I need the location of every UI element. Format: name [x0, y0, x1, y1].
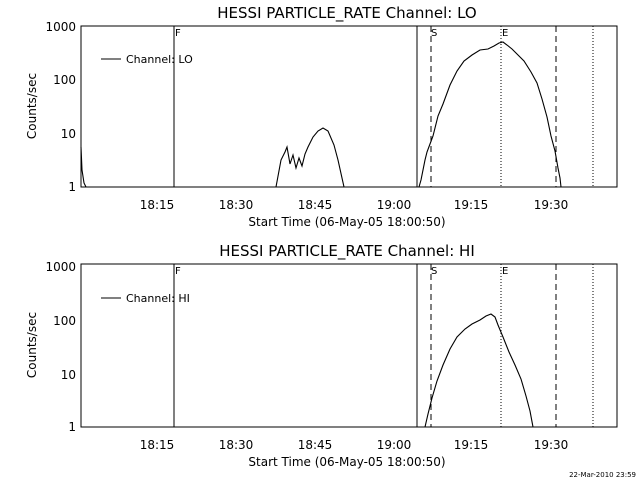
- panel-lo-ytick-1000: 1000: [45, 20, 76, 34]
- panel-lo-marker-s-label: S: [431, 28, 437, 39]
- panel-hi-marker-f-label: F: [175, 266, 181, 277]
- footer-timestamp: 22-Mar-2010 23:59: [569, 471, 636, 479]
- panel-hi-title: HESSI PARTICLE_RATE Channel: HI: [219, 242, 475, 261]
- panel-lo-xlabel: Start Time (06-May-05 18:00:50): [248, 215, 445, 229]
- panel-lo-ytick-100: 100: [53, 73, 76, 87]
- panel-hi-legend-label: Channel: HI: [126, 292, 190, 305]
- panel-hi-xtick-1845: 18:45: [298, 438, 333, 452]
- panel-hi-ytick-100: 100: [53, 314, 76, 328]
- panel-lo-ylabel: Counts/sec: [25, 73, 39, 139]
- panel-hi: HESSI PARTICLE_RATE Channel: HI Counts/s…: [25, 242, 618, 469]
- panel-lo-legend-label: Channel: LO: [126, 53, 193, 66]
- panel-hi-xlabel: Start Time (06-May-05 18:00:50): [248, 455, 445, 469]
- panel-hi-ytick-1000: 1000: [45, 260, 76, 274]
- panel-lo-xtick-1830: 18:30: [219, 198, 254, 212]
- panel-lo-marker-e-label: E: [502, 28, 508, 39]
- panel-lo-xtick-1915: 19:15: [454, 198, 489, 212]
- panel-hi-marker-s-label: S: [431, 266, 437, 277]
- panel-hi-xtick-1930: 19:30: [534, 438, 569, 452]
- panel-lo-ytick-10: 10: [61, 127, 76, 141]
- panel-lo-marker-f-label: F: [175, 28, 181, 39]
- panel-lo-xtick-1900: 19:00: [377, 198, 412, 212]
- panel-hi-frame: [80, 263, 618, 428]
- panel-hi-ytick-10: 10: [61, 368, 76, 382]
- panel-hi-curve: [424, 313, 534, 428]
- panel-hi-ylabel: Counts/sec: [25, 312, 39, 378]
- panel-hi-xtick-1830: 18:30: [219, 438, 254, 452]
- panel-lo-frame: [80, 25, 618, 188]
- panel-lo-curve: [80, 41, 562, 188]
- panel-hi-xtick-1915: 19:15: [454, 438, 489, 452]
- panel-hi-ytick-1: 1: [68, 420, 76, 434]
- panel-lo-ytick-1: 1: [68, 180, 76, 194]
- panel-hi-xtick-1815: 18:15: [140, 438, 175, 452]
- panel-hi-marker-e-label: E: [502, 266, 508, 277]
- panel-lo-xtick-1845: 18:45: [298, 198, 333, 212]
- panel-lo-xtick-1815: 18:15: [140, 198, 175, 212]
- panel-lo: HESSI PARTICLE_RATE Channel: LO Counts/s…: [25, 4, 618, 229]
- panel-hi-xtick-1900: 19:00: [377, 438, 412, 452]
- panel-lo-title: HESSI PARTICLE_RATE Channel: LO: [217, 4, 476, 23]
- panel-lo-xtick-1930: 19:30: [534, 198, 569, 212]
